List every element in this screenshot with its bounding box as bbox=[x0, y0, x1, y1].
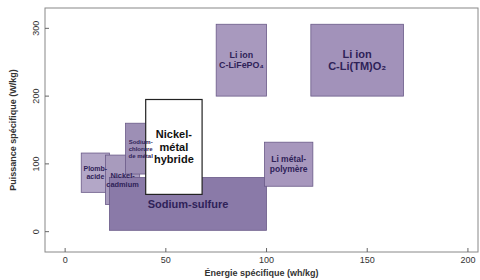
y-tick bbox=[45, 163, 49, 164]
boxes bbox=[81, 24, 403, 230]
x-tick bbox=[266, 248, 267, 252]
range-box bbox=[216, 24, 266, 96]
y-tick-label: 0 bbox=[31, 229, 41, 234]
box-label-line: Li métal- bbox=[271, 154, 306, 164]
x-tick-label: 50 bbox=[161, 255, 171, 265]
y-tick bbox=[45, 231, 49, 232]
range-box bbox=[311, 24, 404, 96]
box-label-line: Plomb- bbox=[83, 165, 107, 172]
y-axis-label: Puissance spécifique (W/kg) bbox=[8, 69, 18, 191]
chart: 0 50 100 150 200 0 100 200 300 Énergie spécifique… bbox=[0, 0, 480, 280]
y-tick-label: 200 bbox=[31, 89, 41, 104]
box-label-line: hybride bbox=[154, 153, 194, 165]
box-label-line: C-LiFePO₄ bbox=[219, 60, 264, 70]
x-tick bbox=[165, 248, 166, 252]
box-label-line: acide bbox=[86, 173, 104, 180]
x-tick-label: 0 bbox=[63, 255, 68, 265]
y-tick-label: 300 bbox=[31, 21, 41, 36]
box-label: Li métal-polymère bbox=[270, 154, 308, 174]
x-axis-label: Énergie spécifique (wh/kg) bbox=[204, 268, 318, 278]
box-label: Nickel-cadmium bbox=[106, 171, 139, 189]
x-tick bbox=[65, 248, 66, 252]
x-tick-label: 100 bbox=[259, 255, 274, 265]
box-label-line: Sodium-sulfure bbox=[148, 198, 229, 210]
x-tick-label: 150 bbox=[360, 255, 375, 265]
x-tick-label: 200 bbox=[460, 255, 475, 265]
range-box bbox=[265, 142, 313, 186]
box-label-line: de métal bbox=[128, 153, 153, 159]
box-label: Sodium-chlorurede métal bbox=[128, 139, 153, 159]
box-label-line: Li ion bbox=[342, 48, 372, 60]
box-label-line: métal bbox=[160, 141, 189, 153]
box-label-line: C-Li(TM)O₂ bbox=[328, 60, 386, 72]
box-label: Sodium-sulfure bbox=[148, 198, 229, 210]
box-label-line: Nickel- bbox=[156, 128, 192, 140]
box-label-line: cadmium bbox=[106, 180, 139, 189]
plot-frame bbox=[45, 8, 478, 252]
x-tick bbox=[467, 248, 468, 252]
box-label-line: Li ion bbox=[230, 50, 254, 60]
box-label-line: chlorure bbox=[129, 146, 154, 152]
y-tick bbox=[45, 96, 49, 97]
box-label-line: Sodium- bbox=[129, 139, 153, 145]
x-tick bbox=[367, 248, 368, 252]
range-box bbox=[146, 100, 202, 195]
box-label: Li ionC-Li(TM)O₂ bbox=[328, 48, 386, 73]
box-label: Li ionC-LiFePO₄ bbox=[219, 50, 264, 70]
box-label: Plomb-acide bbox=[83, 165, 107, 180]
y-tick bbox=[45, 28, 49, 29]
box-label: Nickel-métalhybride bbox=[154, 128, 194, 165]
y-tick-label: 100 bbox=[31, 156, 41, 171]
box-label-line: polymère bbox=[270, 164, 308, 174]
